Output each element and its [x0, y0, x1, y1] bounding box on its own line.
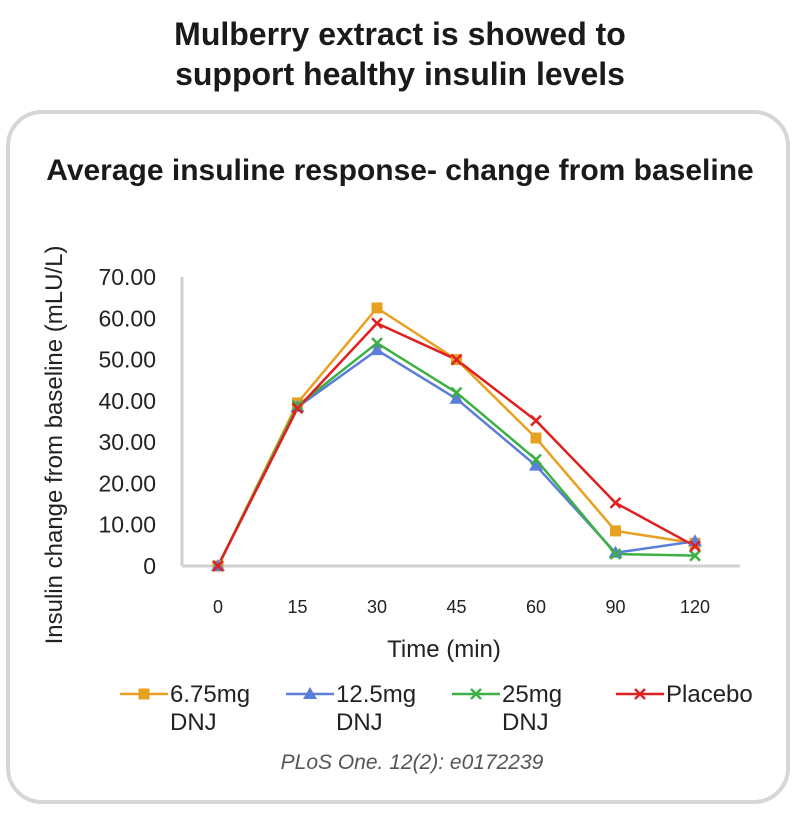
legend-label: 25mg [502, 681, 562, 708]
data-point-series-4 [450, 353, 463, 366]
legend-label: 6.75mg [170, 681, 250, 708]
data-point-series-4 [291, 402, 304, 415]
series-markers [211, 302, 702, 572]
x-axis-label: Time (min) [387, 636, 501, 663]
chart-title: Average insuline response- change from b… [46, 154, 753, 187]
series-lines [216, 306, 696, 567]
x-tick-label: 30 [367, 597, 387, 617]
x-tick-labels: 0 15 30 45 60 90 120 [213, 597, 710, 617]
data-point-series-2 [608, 545, 623, 558]
legend-label: Placebo [666, 681, 753, 708]
data-point-series-4 [371, 317, 383, 330]
legend-marker [470, 688, 482, 700]
data-point-series-3 [530, 453, 542, 466]
headline: Mulberry extract is showed to support he… [0, 14, 800, 94]
x-tick-label: 90 [605, 597, 625, 617]
legend-label: DNJ [336, 709, 383, 736]
chart-card [6, 110, 790, 804]
y-tick-label: 30.00 [98, 429, 156, 455]
y-tick-label: 0 [143, 553, 156, 579]
data-point-series-1 [371, 302, 383, 314]
y-tick-label: 20.00 [98, 470, 156, 496]
x-tick-label: 120 [680, 597, 710, 617]
source-citation: PLoS One. 12(2): e0172239 [281, 751, 544, 774]
y-tick-label: 50.00 [98, 347, 156, 373]
legend-label: DNJ [170, 709, 217, 736]
x-tick-label: 45 [446, 597, 466, 617]
data-point-series-4 [609, 496, 622, 509]
data-point-series-3 [689, 549, 701, 562]
data-point-series-1 [530, 432, 542, 444]
data-point-series-1 [610, 525, 621, 537]
data-point-series-4 [530, 414, 542, 427]
y-tick-label: 10.00 [98, 512, 156, 538]
series-line-1 [216, 306, 696, 567]
y-tick-label: 60.00 [98, 305, 156, 331]
data-point-series-3 [609, 548, 622, 560]
legend-marker [138, 688, 150, 700]
data-point-series-2 [529, 458, 543, 471]
legend-marker [303, 687, 317, 699]
y-tick-label: 70.00 [98, 264, 156, 290]
headline-line-2: support healthy insulin levels [175, 56, 625, 92]
data-point-series-4 [212, 560, 224, 572]
data-point-series-4 [689, 540, 701, 553]
y-axis-label: Insulin change from baseline (mLU/L) [41, 246, 68, 645]
data-point-series-2 [370, 343, 384, 356]
data-point-series-3 [291, 399, 304, 412]
y-tick-labels: 0 10.00 20.00 30.00 40.00 50.00 60.00 70.00 [98, 264, 156, 579]
data-point-series-3 [450, 386, 463, 399]
data-point-series-3 [371, 337, 383, 349]
headline-line-1: Mulberry extract is showed to [174, 16, 626, 52]
legend-marker [634, 688, 646, 700]
x-tick-label: 15 [287, 597, 307, 617]
data-point-series-2 [449, 391, 464, 404]
y-tick-label: 40.00 [98, 388, 156, 414]
legend-label: DNJ [502, 709, 549, 736]
x-tick-label: 60 [526, 597, 546, 617]
legend-item-4: Placebo [616, 681, 753, 708]
legend-label: 12.5mg [336, 681, 416, 708]
series-line-2 [216, 348, 696, 567]
x-tick-label: 0 [213, 597, 223, 617]
